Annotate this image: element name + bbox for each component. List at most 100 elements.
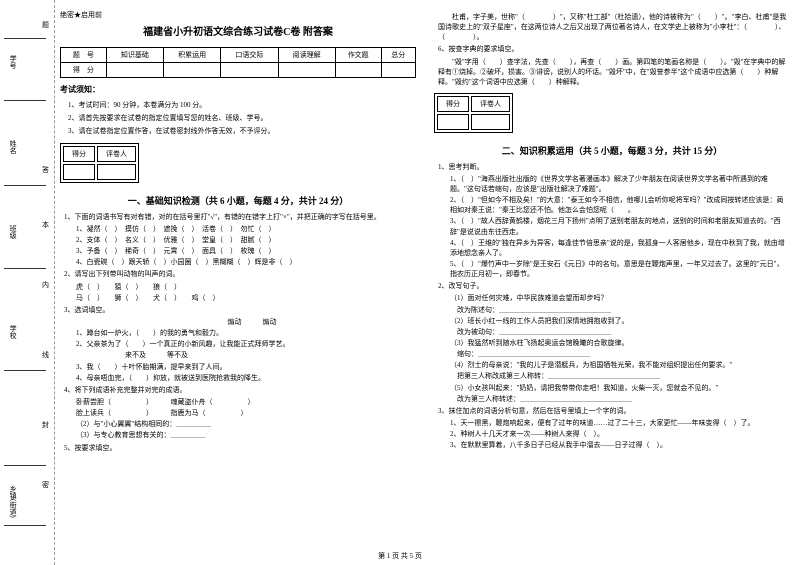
q3-r3: 来不及 等不及 xyxy=(76,350,416,360)
q1-r1: 1、凝然（ ） 摸仿（ ） 遮挽（ ） 活卷（ ） 勿忙（ ） xyxy=(76,224,416,234)
score-h-6: 总分 xyxy=(381,47,415,62)
gutter-mark-5: 封 xyxy=(42,420,49,430)
score-row-label: 得 分 xyxy=(61,62,107,77)
part-scorebox-1: 得分 评卷人 xyxy=(60,143,139,183)
r-q2-r8: 把第三人称改成第三人称转：＿＿＿＿＿＿＿＿＿＿＿＿＿＿＿＿ xyxy=(450,371,790,381)
r-q1-r2: 2、（ ）"但如今不相及矣！"的大意："泰王如今不相信，他哪儿会听你呢将军吗？"… xyxy=(450,195,790,215)
part2-heading: 二、知识积累运用（共 5 小题，每题 3 分，共计 15 分） xyxy=(434,145,790,158)
q1-r2: 2、支体（ ） 名义（ ） 优雅（ ） 堂皇（ ） 甜腻（ ） xyxy=(76,235,416,245)
q1-r3: 3、予备（ ） 稀奇（ ） 元霄（ ） 面具（ ） 枚瑰（ ） xyxy=(76,246,416,256)
scorebox-c1: 得分 xyxy=(437,96,469,112)
q2-r1: 虎（ ） 猿（ ） 狼（ ） xyxy=(76,282,416,292)
score-table: 题 号 知识基础 积累运用 口语交际 阅读理解 作文题 总分 得 分 xyxy=(60,47,416,78)
gutter-label-town: 乡镇(街道) xyxy=(8,485,18,518)
page-footer: 第 1 页 共 5 页 xyxy=(0,551,800,561)
r-q6b: "毁"字用（ ）查字法，先查（ ），再查（ ）画。第四笔的笔画名称是（ ）。"毁… xyxy=(438,57,790,87)
gutter-mark-0: 题 xyxy=(42,20,49,30)
gutter-label-id: 学号 xyxy=(8,55,18,69)
gutter-line xyxy=(4,370,46,371)
gutter-mark-6: 密 xyxy=(42,480,49,490)
notice-3: 3、请在试卷指定位置作答，在试卷密封线外作答无效，不予评分。 xyxy=(68,126,416,136)
gutter-mark-3: 内 xyxy=(42,280,49,290)
q2-r2: 马（ ） 狮（ ） 犬（ ） 鸡（ ） xyxy=(76,293,416,303)
scorebox-empty xyxy=(97,164,136,180)
gutter-line xyxy=(4,185,46,186)
score-h-5: 作文题 xyxy=(335,47,381,62)
r-q2-r2: 改为陈述句：＿＿＿＿＿＿＿＿＿＿＿＿＿＿＿＿ xyxy=(450,305,790,315)
scorebox-empty xyxy=(437,114,469,130)
gutter-mark-2: 本 xyxy=(42,220,49,230)
r-q2: 2、改写句子。 xyxy=(438,281,790,291)
gutter-label-name: 姓名 xyxy=(8,140,18,154)
q4-r4: （3）与专心教育思想有关的：＿＿＿＿＿ xyxy=(76,430,416,440)
r-q2-r6: 缩句：＿＿＿＿＿＿＿＿＿＿＿＿＿＿＿＿ xyxy=(450,349,790,359)
q3-r4: 3、我（ ）十叶怀胎期满，提早来到了人间。 xyxy=(76,362,416,372)
r-q3-r1: 1、天一擦黑，鞭炮响起来，便有了过年的味道……过了二十三，大家更忙——年味变得（… xyxy=(450,418,790,428)
q4-r3: （2）与"小心翼翼"结构相同的：＿＿＿＿＿ xyxy=(76,419,416,429)
notice-header: 考试须知： xyxy=(60,84,416,96)
page-body: 绝密★启用前 福建省小升初语文综合练习试卷C卷 附答案 题 号 知识基础 积累运… xyxy=(60,10,790,455)
r-q1-r4: 4、（ ）王维的"独在异乡为异客，每逢佳节倍思亲"说的是，我孤身一人客居他乡，现… xyxy=(450,238,790,258)
gutter-line xyxy=(4,38,46,39)
r-q3-r3: 3、在默默里算着，八千多日子已经从我手中溜去——日子过得（ ）。 xyxy=(450,440,790,450)
score-cell xyxy=(164,62,221,77)
binding-gutter: 学号 姓名 班级 学校 乡镇(街道) 题 答 本 内 线 封 密 xyxy=(0,0,55,565)
q4-r2: 脸上读兵（ ） 指鹿为马（ ） xyxy=(76,408,416,418)
r-q2-r10: 改为第三人称转述：＿＿＿＿＿＿＿＿＿＿＿＿＿＿＿＿ xyxy=(450,394,790,404)
secret-mark: 绝密★启用前 xyxy=(60,10,416,20)
r-q2-r3: （2）班长小红一线的工作人员把我们深情地拥抱收到了。 xyxy=(450,316,790,326)
score-cell xyxy=(335,62,381,77)
r-q1-r3: 3、（ ）"故人西辞黄鹤楼，烟花三月下扬州"点明了送别老朋友的地点，送别的时间和… xyxy=(450,216,790,236)
r-q6: 6、按查字典的要求填空。 xyxy=(438,44,790,54)
q5: 5、按要求填空。 xyxy=(64,443,416,453)
r-q3-r2: 2、种树人十几天才来一次——种树人来得（ ）。 xyxy=(450,429,790,439)
q1-r4: 4、白瓷碗（ ）跟天轿（ ）小园圈（ ）黑糊糊（ ）辉是非（ ） xyxy=(76,257,416,267)
gutter-line xyxy=(4,465,46,466)
scorebox-empty xyxy=(471,114,510,130)
q3-r1: 1、蹲台如一炉火，（ ）的我的勇气和毅力。 xyxy=(76,328,416,338)
r-q1-r1: 1、（ ）"海燕出版社出版的《世界文学名著漫画本》解决了少年朋友在阅读世界文学名… xyxy=(450,174,790,194)
q1: 1、下面的词语书写有对有错，对的在括号里打"√"，有错的在错字上打"×"，并把正… xyxy=(64,212,416,222)
q3-words: 煽动 煽动 xyxy=(88,317,416,327)
gutter-line xyxy=(4,268,46,269)
r-q1: 1、思考判断。 xyxy=(438,162,790,172)
r-q3: 3、抹住加点的词语分析句意，然后在括号里填上一个字的词。 xyxy=(438,406,790,416)
notice-2: 2、请首先按要求在试卷的指定位置填写您的姓名、班级、学号。 xyxy=(68,113,416,123)
score-h-0: 题 号 xyxy=(61,47,107,62)
left-column: 绝密★启用前 福建省小升初语文综合练习试卷C卷 附答案 题 号 知识基础 积累运… xyxy=(60,10,416,455)
score-h-2: 积累运用 xyxy=(164,47,221,62)
exam-title: 福建省小升初语文综合练习试卷C卷 附答案 xyxy=(60,26,416,41)
right-column: 杜甫，字子美，世称"（ ）"，又称"杜工部"（杜拾遗），他的诗被称为"（ ）"。… xyxy=(434,10,790,455)
r-q2-r7: （4）烈士的母亲说："我的儿子是潜艇兵，为祖国牺牲光荣，我不能对组织提出任何要求… xyxy=(450,360,790,370)
notice-1: 1、考试时间：90 分钟，本卷满分为 100 分。 xyxy=(68,100,416,110)
r-q2-r4: 改为被动句：＿＿＿＿＿＿＿＿＿＿＿＿＿＿＿＿ xyxy=(450,327,790,337)
scorebox-c2: 评卷人 xyxy=(471,96,510,112)
scorebox-c2: 评卷人 xyxy=(97,146,136,162)
scorebox-empty xyxy=(63,164,95,180)
gutter-label-class: 班级 xyxy=(8,225,18,239)
score-cell xyxy=(381,62,415,77)
part1-heading: 一、基础知识检测（共 6 小题，每题 4 分，共计 24 分） xyxy=(60,195,416,208)
score-cell xyxy=(278,62,335,77)
gutter-line xyxy=(4,525,46,526)
gutter-line xyxy=(4,100,46,101)
score-h-4: 阅读理解 xyxy=(278,47,335,62)
r-q2-r9: （5）小女孩叫起来："奶奶，请把我带带你走吧！我知道，火柴一灭，您就会不见的。" xyxy=(450,383,790,393)
scorebox-c1: 得分 xyxy=(63,146,95,162)
r-q2-r5: （3）我猛然听到随水柱飞扬起奥运会馆晚曦的合歌旋律。 xyxy=(450,338,790,348)
score-cell xyxy=(106,62,163,77)
q3-r5: 4、母亲唔血完，（ ）抑放，就被送到医院抢救我的降生。 xyxy=(76,373,416,383)
q3: 3、选词填空。 xyxy=(64,305,416,315)
r-q2-r1: （1）面对任何灾难，中华民族难道会望而却步吗？ xyxy=(450,293,790,303)
q2: 2、请写出下列带叫动物的叫声的词。 xyxy=(64,269,416,279)
q4: 4、将下列成语补充完整并对完的成语。 xyxy=(64,385,416,395)
q4-r1: 卧薪尝胆（ ） 魂藏盗仆舟（ ） xyxy=(76,397,416,407)
score-cell xyxy=(221,62,278,77)
gutter-mark-1: 答 xyxy=(42,165,49,175)
r-text1: 杜甫，字子美，世称"（ ）"，又称"杜工部"（杜拾遗），他的诗被称为"（ ）"。… xyxy=(438,12,790,42)
r-q1-r5: 5、（ ）"爆竹声中一岁除"是王安石《元日》中的名句。意思是在鞭炮声里，一年又过… xyxy=(450,259,790,279)
score-h-3: 口语交际 xyxy=(221,47,278,62)
gutter-mark-4: 线 xyxy=(42,350,49,360)
part-scorebox-2: 得分 评卷人 xyxy=(434,93,513,133)
gutter-label-school: 学校 xyxy=(8,325,18,339)
